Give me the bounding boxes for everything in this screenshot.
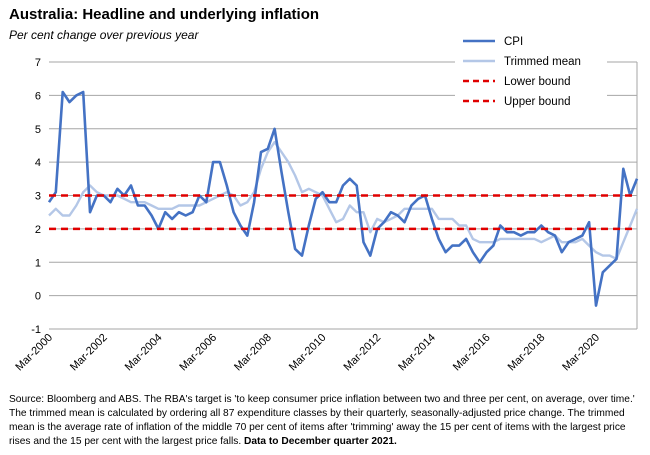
x-tick-label: Mar-2002 <box>68 332 110 374</box>
y-tick-label: 2 <box>35 224 41 236</box>
y-tick-label: 7 <box>35 57 41 69</box>
legend-box <box>455 29 607 115</box>
x-tick-label: Mar-2018 <box>506 332 548 374</box>
source-note-bold: Data to December quarter 2021. <box>244 436 397 447</box>
x-tick-label: Mar-2014 <box>396 332 438 374</box>
x-tick-label: Mar-2000 <box>13 332 55 374</box>
y-tick-label: 3 <box>35 191 41 203</box>
series-lines <box>47 90 639 307</box>
x-tick-label: Mar-2004 <box>123 332 165 374</box>
legend-label: CPI <box>504 36 523 48</box>
legend-label: Trimmed mean <box>504 56 581 68</box>
y-tick-label: 0 <box>35 291 41 303</box>
x-tick-label: Mar-2012 <box>342 332 384 374</box>
x-tick-label: Mar-2010 <box>287 332 329 374</box>
legend-label: Lower bound <box>504 76 571 88</box>
legend: CPI Trimmed mean Lower bound Upper bound <box>455 29 607 115</box>
series-line-trimmed-mean <box>48 140 639 261</box>
y-tick-label: 1 <box>35 257 41 269</box>
y-tick-label: -1 <box>31 324 41 336</box>
x-tick-label: Mar-2008 <box>232 332 274 374</box>
chart-title: Australia: Headline and underlying infla… <box>9 6 320 23</box>
y-tick-label: 6 <box>35 90 41 102</box>
chart-subtitle: Per cent change over previous year <box>9 28 199 42</box>
legend-label: Upper bound <box>504 96 571 108</box>
series-line-cpi <box>47 90 639 307</box>
x-tick-label: Mar-2016 <box>451 332 493 374</box>
source-note-text: Source: Bloomberg and ABS. The RBA's tar… <box>9 394 635 447</box>
x-tick-label: Mar-2020 <box>560 332 602 374</box>
y-tick-label: 4 <box>35 157 41 169</box>
x-axis-ticks: Mar-2000 Mar-2002 Mar-2004 Mar-2006 Mar-2008… <box>13 332 602 374</box>
y-tick-label: 5 <box>35 124 41 136</box>
source-note: Source: Bloomberg and ABS. The RBA's tar… <box>9 393 643 449</box>
y-axis-ticks: -1 0 1 2 3 4 5 6 7 <box>31 57 41 336</box>
x-tick-label: Mar-2006 <box>177 332 219 374</box>
